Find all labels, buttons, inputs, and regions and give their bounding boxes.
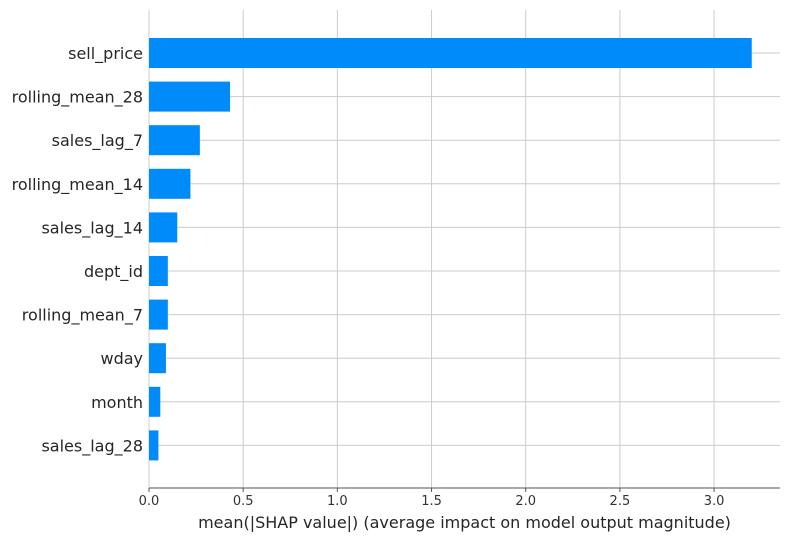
category-label: rolling_mean_28 <box>12 88 143 108</box>
bar-rolling-mean-28 <box>149 81 230 112</box>
bar-rolling-mean-7 <box>149 299 168 330</box>
grid-layer <box>148 10 780 488</box>
bar-month <box>149 386 161 417</box>
x-tick-label: 1.5 <box>421 494 442 509</box>
x-tick-label: 2.0 <box>515 494 536 509</box>
category-label: sell_price <box>68 44 143 64</box>
bar-sales-lag-7 <box>149 125 200 156</box>
category-label: rolling_mean_14 <box>12 175 143 195</box>
category-label: sales_lag_14 <box>41 218 143 238</box>
category-label: rolling_mean_7 <box>22 306 143 326</box>
bar-sales-lag-28 <box>149 430 159 461</box>
bar-wday <box>149 343 166 374</box>
bar-sell-price <box>149 38 752 68</box>
x-tick-label: 3.0 <box>704 494 725 509</box>
bar-sales-lag-14 <box>149 212 178 243</box>
category-label: sales_lag_7 <box>52 131 143 151</box>
x-tick-label: 2.5 <box>610 494 631 509</box>
category-label: sales_lag_28 <box>41 436 143 456</box>
x-tick-label: 1.0 <box>327 494 348 509</box>
bar-layer <box>149 38 752 461</box>
category-label: month <box>91 393 143 412</box>
x-axis-title: mean(|SHAP value|) (average impact on mo… <box>198 513 731 532</box>
category-label-layer: sell_price rolling_mean_28 sales_lag_7roll… <box>12 44 143 456</box>
x-tick-label: 0.0 <box>139 494 160 509</box>
x-tick-layer: 0.0 0.5 1.0 1.5 2.0 2.5 3.0 <box>139 488 725 509</box>
bar-rolling-mean-14 <box>149 168 191 199</box>
category-label: wday <box>100 349 143 368</box>
x-tick-label: 0.5 <box>233 494 254 509</box>
bar-dept-id <box>149 256 168 286</box>
category-label: dept_id <box>84 262 143 282</box>
